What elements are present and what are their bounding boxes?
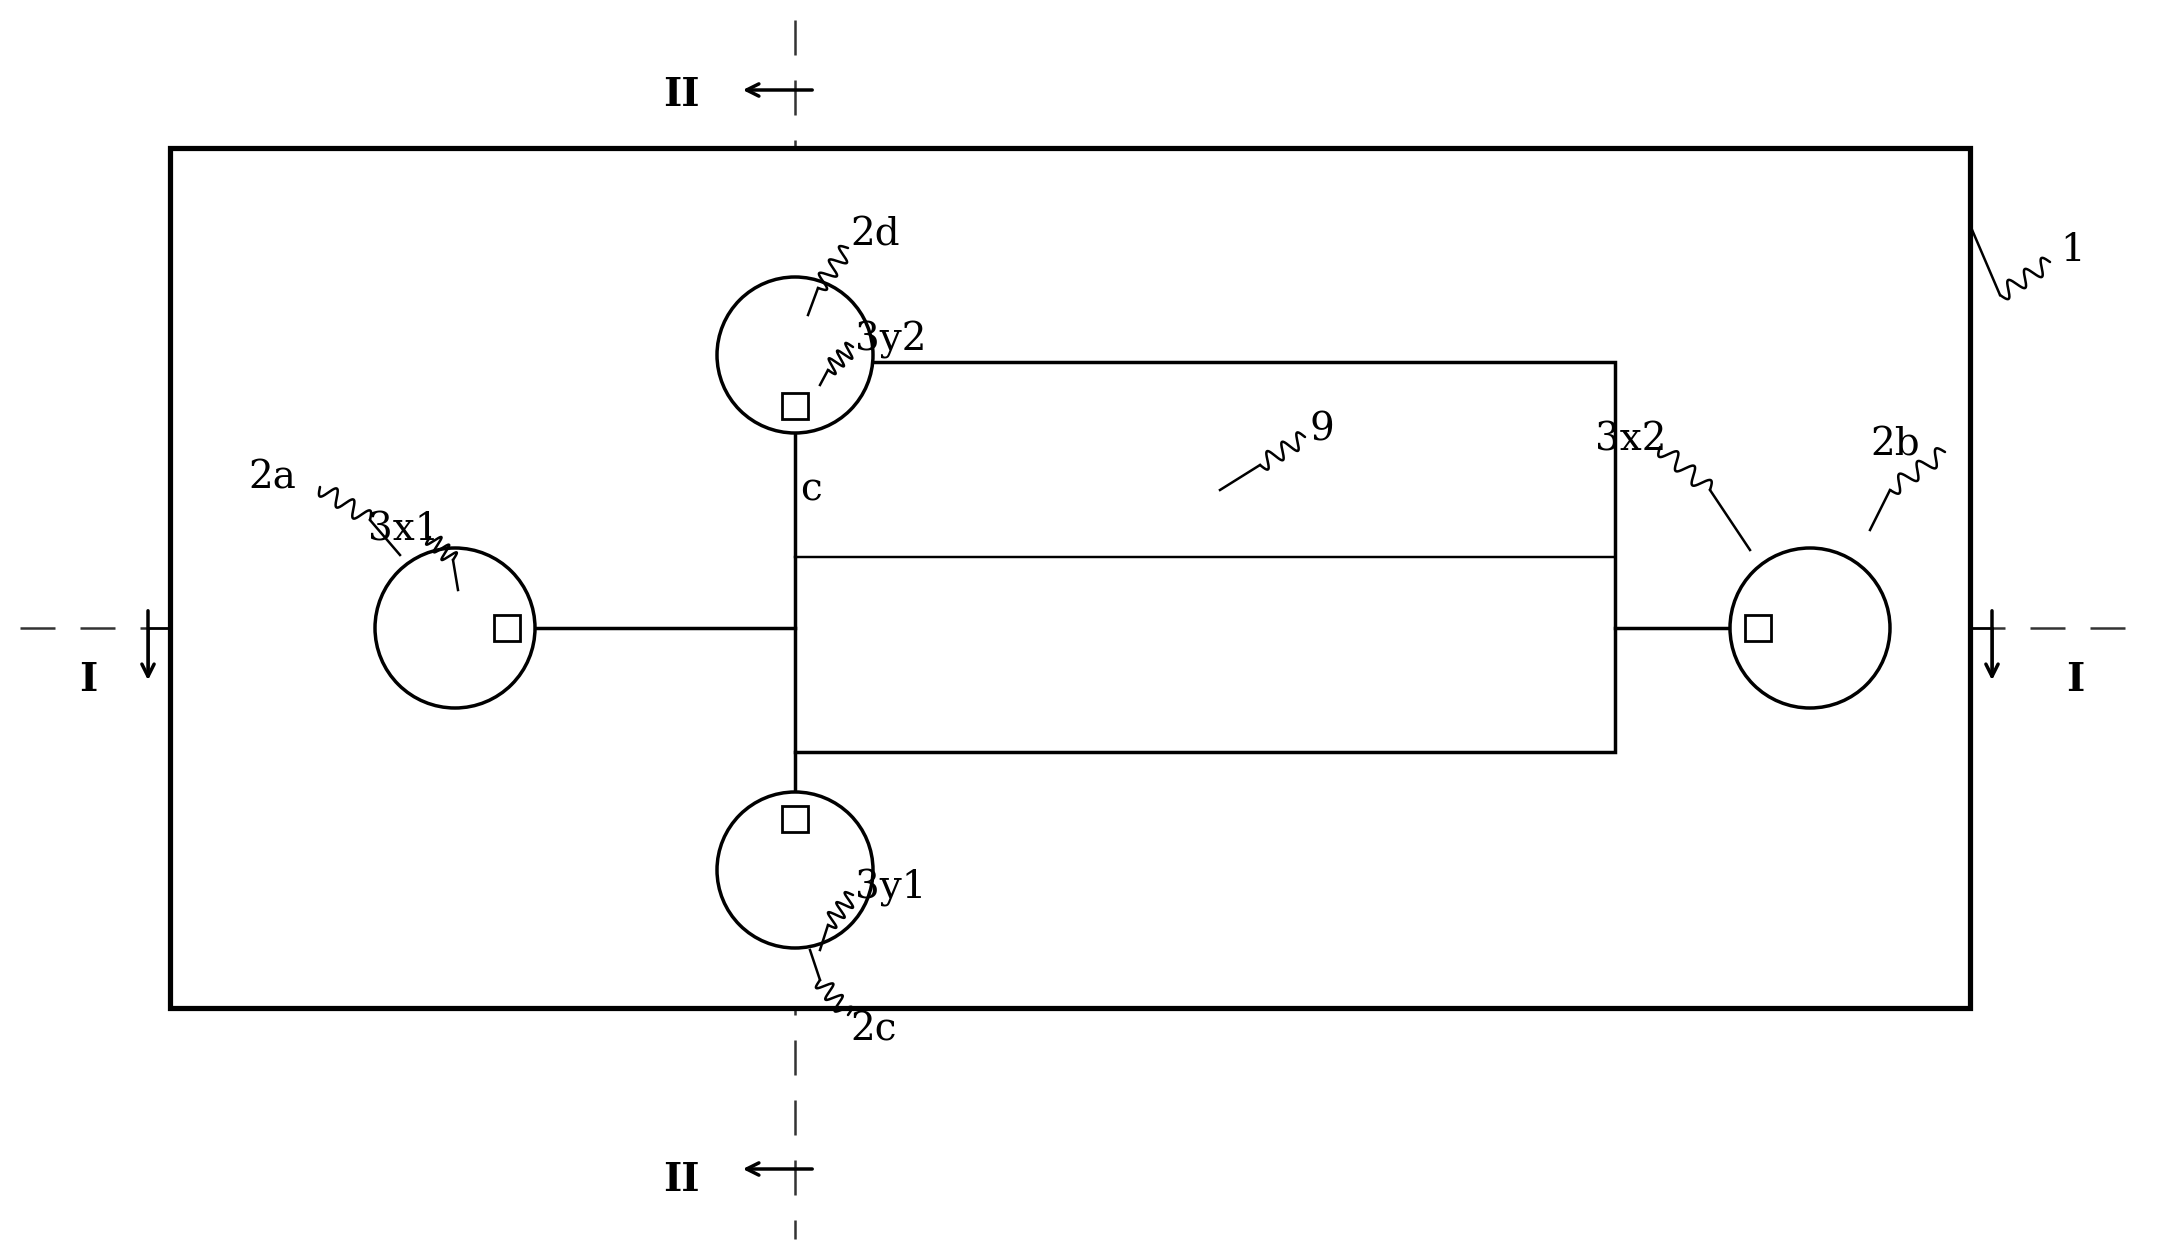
Text: II: II <box>663 76 699 115</box>
Circle shape <box>716 277 874 433</box>
Bar <box>1746 614 1772 641</box>
Bar <box>781 393 807 419</box>
Text: 2a: 2a <box>248 460 296 496</box>
Text: I: I <box>80 661 97 699</box>
Text: 3y2: 3y2 <box>855 321 926 359</box>
Text: 3x2: 3x2 <box>1595 422 1666 458</box>
Text: 2d: 2d <box>850 217 900 253</box>
Text: 3y1: 3y1 <box>855 869 926 906</box>
Circle shape <box>1731 548 1890 708</box>
Circle shape <box>375 548 535 708</box>
Circle shape <box>716 792 874 948</box>
Text: c: c <box>801 472 822 509</box>
Bar <box>494 614 520 641</box>
Bar <box>794 363 1614 752</box>
Bar <box>781 806 807 832</box>
Text: II: II <box>663 1161 699 1199</box>
Text: 9: 9 <box>1310 412 1336 448</box>
Bar <box>170 149 1970 1008</box>
Text: 2c: 2c <box>850 1011 896 1049</box>
Text: I: I <box>2065 661 2085 699</box>
Text: 1: 1 <box>2061 232 2085 268</box>
Text: 2b: 2b <box>1871 427 1921 463</box>
Text: 3x1: 3x1 <box>369 511 440 549</box>
